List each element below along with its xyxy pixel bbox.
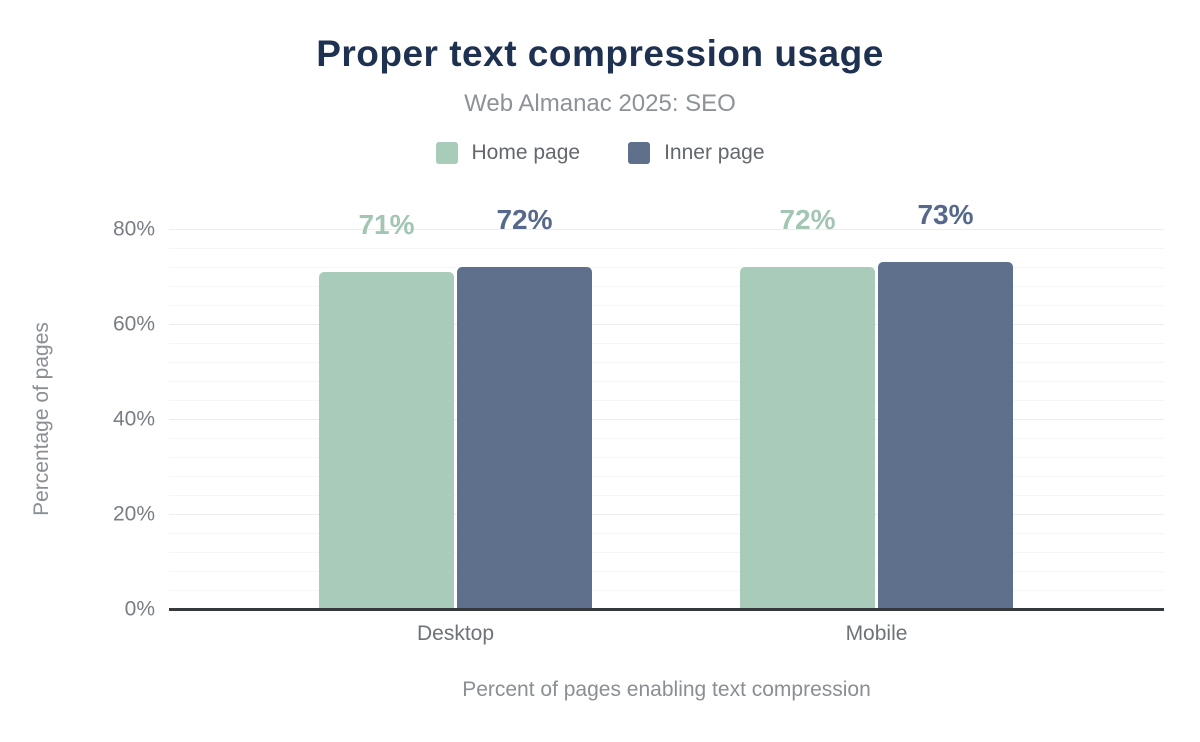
minor-gridline <box>169 437 1164 439</box>
major-gridline <box>169 513 1164 515</box>
minor-gridline <box>169 475 1164 477</box>
minor-gridline <box>169 570 1164 572</box>
x-axis-title: Percent of pages enabling text compressi… <box>462 678 871 701</box>
y-tick-label: 40% <box>112 407 155 431</box>
chart-subtitle: Web Almanac 2025: SEO <box>464 90 736 117</box>
value-label-inner-page-desktop: 72% <box>496 204 553 235</box>
legend-swatch-home-page <box>435 142 458 164</box>
y-tick-label: 0% <box>124 597 155 621</box>
legend-swatch-inner-page <box>628 142 651 164</box>
plot-area: 0% 20% 40% 60% 80% 71% 72% Desktop 72% 73% Mobile <box>113 201 1164 645</box>
bar-inner-page-desktop <box>457 267 592 609</box>
minor-gridline <box>169 247 1164 249</box>
minor-gridline <box>169 399 1164 401</box>
legend-label-home-page: Home page <box>471 141 581 164</box>
category-label-mobile: Mobile <box>845 622 908 645</box>
major-gridline <box>169 418 1164 420</box>
chart-title: Proper text compression usage <box>316 33 884 74</box>
major-gridline <box>169 323 1164 325</box>
minor-gridline <box>169 380 1164 382</box>
legend-label-inner-page: Inner page <box>664 141 765 164</box>
minor-gridline <box>169 361 1164 363</box>
value-label-home-page-desktop: 71% <box>358 208 415 240</box>
y-axis-title: Percentage of pages <box>30 322 53 516</box>
y-tick-label: 80% <box>112 217 155 241</box>
value-label-home-page-mobile: 72% <box>779 204 836 235</box>
chart-legend: Home page Inner page <box>0 141 1200 165</box>
y-tick-label: 20% <box>112 502 155 526</box>
minor-gridline <box>169 551 1164 553</box>
minor-gridline <box>169 304 1164 306</box>
minor-gridline <box>169 532 1164 534</box>
bar-home-page-desktop <box>319 271 454 609</box>
minor-gridline <box>169 494 1164 496</box>
minor-gridline <box>169 285 1164 287</box>
minor-gridline <box>169 342 1164 344</box>
minor-gridline <box>169 589 1164 591</box>
bar-inner-page-mobile <box>878 262 1013 609</box>
minor-gridline <box>169 456 1164 458</box>
major-gridline <box>169 228 1164 230</box>
legend-item-inner-page: Inner page <box>628 141 765 165</box>
minor-gridline <box>169 266 1164 268</box>
x-axis-line <box>169 608 1164 611</box>
bar-home-page-mobile <box>740 267 875 609</box>
value-label-inner-page-mobile: 73% <box>917 199 974 231</box>
category-label-desktop: Desktop <box>416 622 495 645</box>
legend-item-home-page: Home page <box>435 141 581 165</box>
y-tick-label: 60% <box>112 312 155 336</box>
